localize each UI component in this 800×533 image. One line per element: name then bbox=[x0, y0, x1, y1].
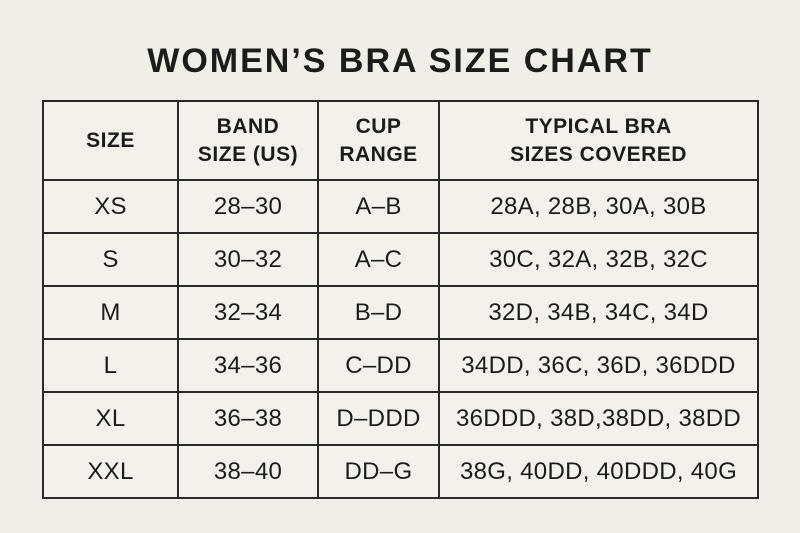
cell-cup-range: A–C bbox=[317, 232, 440, 287]
cell-size: S bbox=[42, 232, 179, 287]
table-row-xs: XS 28–30 A–B 28A, 28B, 30A, 30B bbox=[42, 179, 759, 234]
cell-band-size: 32–34 bbox=[177, 285, 319, 340]
header-line: SIZES COVERED bbox=[510, 142, 687, 166]
cell-band-size: 30–32 bbox=[177, 232, 319, 287]
table-row-xl: XL 36–38 D–DDD 36DDD, 38D,38DD, 38DD bbox=[42, 391, 759, 446]
cell-cup-range: A–B bbox=[317, 179, 440, 234]
header-cell-typical-sizes: TYPICAL BRA SIZES COVERED bbox=[438, 100, 759, 181]
cell-typical-sizes: 30C, 32A, 32B, 32C bbox=[438, 232, 759, 287]
header-line: SIZE bbox=[86, 128, 135, 152]
bra-size-chart-table: SIZE BAND SIZE (US) CUP RANGE TYPICAL BR… bbox=[42, 100, 759, 499]
cell-typical-sizes: 32D, 34B, 34C, 34D bbox=[438, 285, 759, 340]
cell-band-size: 28–30 bbox=[177, 179, 319, 234]
cell-size: XS bbox=[42, 179, 179, 234]
cell-cup-range: B–D bbox=[317, 285, 440, 340]
cell-typical-sizes: 34DD, 36C, 36D, 36DDD bbox=[438, 338, 759, 393]
cell-cup-range: D–DDD bbox=[317, 391, 440, 446]
cell-typical-sizes: 28A, 28B, 30A, 30B bbox=[438, 179, 759, 234]
page-title: WOMEN’S BRA SIZE CHART bbox=[147, 42, 653, 80]
table-row-l: L 34–36 C–DD 34DD, 36C, 36D, 36DDD bbox=[42, 338, 759, 393]
cell-band-size: 38–40 bbox=[177, 444, 319, 499]
cell-size: M bbox=[42, 285, 179, 340]
header-line: RANGE bbox=[339, 142, 418, 166]
table-row-m: M 32–34 B–D 32D, 34B, 34C, 34D bbox=[42, 285, 759, 340]
table-row-s: S 30–32 A–C 30C, 32A, 32B, 32C bbox=[42, 232, 759, 287]
cell-cup-range: C–DD bbox=[317, 338, 440, 393]
cell-size: XXL bbox=[42, 444, 179, 499]
cell-band-size: 34–36 bbox=[177, 338, 319, 393]
cell-typical-sizes: 38G, 40DD, 40DDD, 40G bbox=[438, 444, 759, 499]
cell-typical-sizes: 36DDD, 38D,38DD, 38DD bbox=[438, 391, 759, 446]
cell-size: L bbox=[42, 338, 179, 393]
header-line: SIZE (US) bbox=[197, 142, 299, 166]
header-row: SIZE BAND SIZE (US) CUP RANGE TYPICAL BR… bbox=[42, 100, 759, 181]
header-line: TYPICAL BRA bbox=[525, 115, 672, 139]
header-line: CUP bbox=[355, 115, 402, 139]
header-line: BAND bbox=[216, 115, 280, 139]
header-cell-band-size: BAND SIZE (US) bbox=[177, 100, 319, 181]
cell-size: XL bbox=[42, 391, 179, 446]
table-row-xxl: XXL 38–40 DD–G 38G, 40DD, 40DDD, 40G bbox=[42, 444, 759, 499]
header-cell-size: SIZE bbox=[42, 100, 179, 181]
cell-cup-range: DD–G bbox=[317, 444, 440, 499]
cell-band-size: 36–38 bbox=[177, 391, 319, 446]
header-cell-cup-range: CUP RANGE bbox=[317, 100, 440, 181]
